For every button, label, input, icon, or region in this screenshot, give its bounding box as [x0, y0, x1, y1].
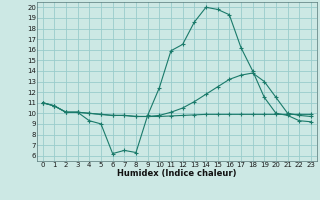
X-axis label: Humidex (Indice chaleur): Humidex (Indice chaleur) [117, 169, 236, 178]
